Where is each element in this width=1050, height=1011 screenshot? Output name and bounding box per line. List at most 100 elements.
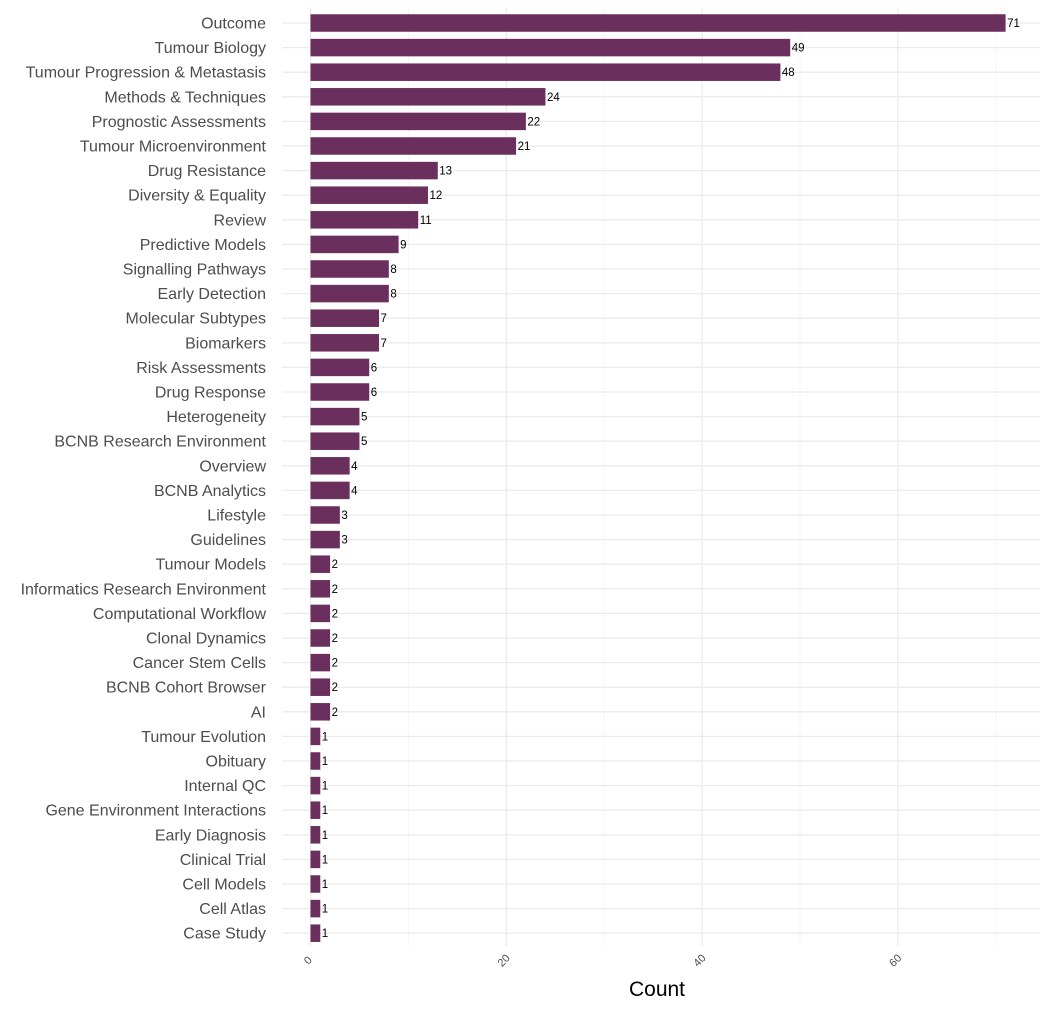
bar: [310, 776, 321, 795]
bar-value-label: 6: [371, 387, 377, 399]
bar: [310, 457, 350, 475]
bar: [310, 924, 321, 942]
bar-value-label: 12: [429, 190, 442, 202]
bar: [310, 63, 781, 81]
bar: [310, 407, 360, 426]
bar: [310, 703, 331, 721]
bar: [310, 629, 331, 647]
bar: [310, 899, 321, 918]
category-label: Gene Environment Interactions: [45, 803, 266, 820]
category-label: Tumour Progression & Metastasis: [26, 65, 266, 82]
category-label: Early Diagnosis: [155, 827, 266, 844]
bar-value-label: 2: [332, 707, 338, 719]
bar-value-label: 2: [332, 584, 338, 596]
bar: [310, 334, 380, 352]
bar: [310, 580, 331, 598]
x-axis-title: Count: [629, 978, 685, 1001]
bars: [310, 14, 1006, 942]
bar-value-label: 1: [322, 731, 328, 743]
category-label: Prognostic Assessments: [92, 114, 266, 131]
category-label: Diversity & Equality: [128, 188, 266, 205]
bar: [310, 875, 321, 893]
bar: [310, 555, 331, 573]
bar-value-label: 6: [371, 362, 377, 374]
bar-value-label: 2: [332, 682, 338, 694]
bar-value-label: 2: [332, 658, 338, 670]
category-label: Tumour Biology: [155, 40, 266, 57]
category-label: Informatics Research Environment: [21, 581, 267, 598]
category-label: BCNB Analytics: [154, 483, 266, 500]
bar: [310, 826, 321, 844]
bar: [310, 88, 546, 106]
category-label: Biomarkers: [185, 335, 266, 352]
bar-value-label: 1: [322, 830, 328, 842]
bar-value-label: 9: [400, 239, 406, 251]
category-label: Internal QC: [184, 778, 266, 795]
bar: [310, 211, 419, 229]
bar-value-label: 3: [341, 510, 347, 522]
bar: [310, 801, 321, 819]
x-tick-label: 60: [887, 952, 904, 969]
category-label: Outcome: [201, 16, 266, 33]
bar-value-label: 1: [322, 756, 328, 768]
bar: [310, 260, 389, 278]
category-label: Lifestyle: [207, 508, 266, 525]
category-label: BCNB Cohort Browser: [106, 680, 267, 697]
category-label: Review: [214, 212, 267, 229]
bar-value-label: 22: [527, 116, 540, 128]
bar-value-label: 2: [332, 559, 338, 571]
bar-value-label: 5: [361, 412, 367, 424]
x-tick-label: 40: [691, 952, 708, 969]
bar-value-label: 8: [390, 289, 396, 301]
bar: [310, 235, 399, 254]
y-axis-tick-labels: Outcome Tumour Biology Tumour Progression …: [21, 16, 267, 943]
category-label: Clinical Trial: [180, 852, 266, 869]
bar-value-label: 2: [332, 633, 338, 645]
bar-value-label: 1: [322, 854, 328, 866]
bar-value-label: 4: [351, 485, 358, 497]
bar: [310, 38, 791, 57]
data-labels: 7149482422211312119887766554433222222211…: [322, 18, 1020, 940]
bar: [310, 161, 438, 180]
bar: [310, 284, 389, 303]
bar-value-label: 11: [420, 215, 432, 227]
bar: [310, 186, 428, 204]
bar: [310, 506, 340, 524]
bar: [310, 383, 370, 401]
bar-value-label: 4: [351, 461, 358, 473]
bar: [310, 309, 380, 327]
bar-value-label: 24: [547, 92, 560, 104]
bar-value-label: 8: [390, 264, 396, 276]
bar: [310, 481, 350, 500]
category-label: Tumour Evolution: [141, 729, 266, 746]
bar-value-label: 49: [792, 43, 805, 55]
bar: [310, 530, 340, 549]
category-label: Drug Resistance: [148, 163, 266, 180]
category-label: Tumour Microenvironment: [80, 139, 267, 156]
x-tick-label: 20: [496, 952, 513, 969]
bar: [310, 137, 517, 155]
category-label: Drug Response: [155, 385, 266, 402]
category-label: Molecular Subtypes: [125, 311, 266, 328]
bar: [310, 432, 360, 450]
bar-value-label: 48: [782, 67, 795, 79]
category-label: Guidelines: [190, 532, 266, 549]
bar: [310, 112, 526, 131]
category-label: Clonal Dynamics: [146, 631, 266, 648]
bar-value-label: 1: [322, 904, 328, 916]
category-label: Tumour Models: [155, 557, 266, 574]
bar-value-label: 1: [322, 805, 328, 817]
bar: [310, 678, 331, 696]
bar: [310, 358, 370, 377]
category-label: Signalling Pathways: [123, 262, 266, 279]
bar: [310, 752, 321, 770]
bar-value-label: 13: [439, 166, 452, 178]
bar-value-label: 1: [322, 928, 328, 940]
category-label: Cell Atlas: [199, 901, 266, 918]
bar: [310, 850, 321, 869]
category-label: Cell Models: [182, 877, 266, 894]
category-label: Predictive Models: [140, 237, 266, 254]
bar-value-label: 1: [322, 781, 328, 793]
